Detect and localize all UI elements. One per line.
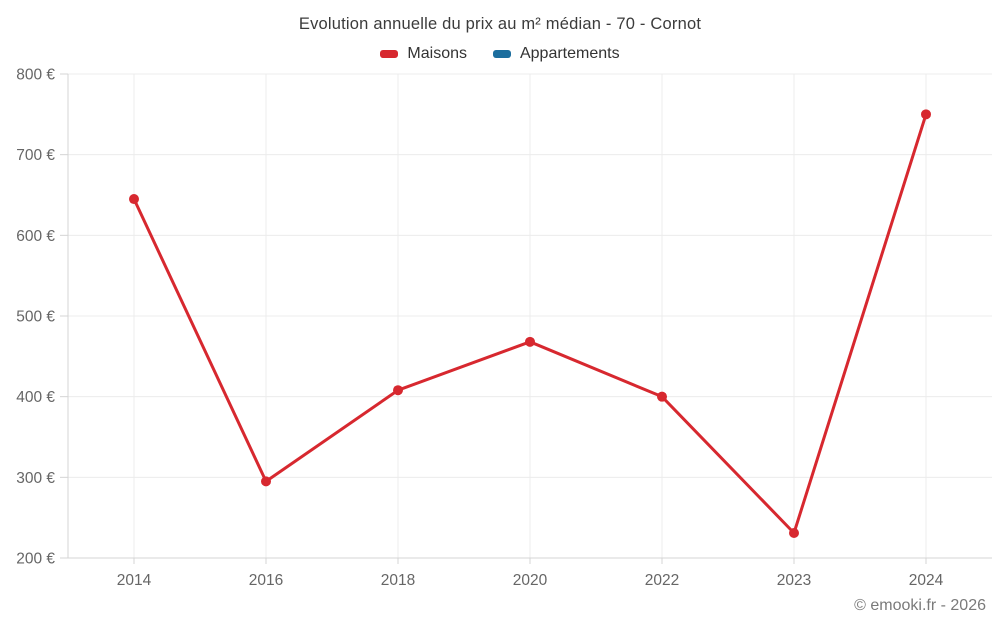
data-point-maisons-2016[interactable] [261,476,271,487]
x-axis-tick-label: 2024 [909,572,944,589]
x-axis-tick-label: 2022 [645,572,679,589]
data-point-maisons-2024[interactable] [921,109,931,120]
y-axis-tick-label: 500 € [16,309,55,326]
y-axis-tick-label: 700 € [16,147,55,164]
y-axis-tick-label: 200 € [16,551,55,568]
x-axis-tick-label: 2014 [117,572,152,589]
x-axis-tick-label: 2018 [381,572,415,589]
chart-title: Evolution annuelle du prix au m² médian … [298,15,702,33]
data-point-maisons-2014[interactable] [129,194,139,205]
data-point-maisons-2018[interactable] [393,385,403,396]
copyright-text: © emooki.fr - 2026 [854,597,986,614]
x-axis-tick-label: 2016 [249,572,283,589]
legend: Maisons Appartements [0,45,1000,63]
y-axis-tick-label: 400 € [16,389,55,406]
y-axis-tick-label: 800 € [16,67,55,84]
x-axis-tick-label: 2023 [777,572,811,589]
data-point-maisons-2023[interactable] [789,527,799,538]
data-point-maisons-2020[interactable] [525,336,535,347]
appartements-legend-label: Appartements [519,45,620,62]
x-axis-tick-label: 2020 [513,572,548,589]
data-point-maisons-2022[interactable] [657,391,667,402]
y-axis-tick-label: 600 € [16,228,55,245]
maisons-legend-label: Maisons [407,45,467,62]
legend-item-appartements[interactable]: Appartements [492,45,620,63]
y-axis-tick-label: 300 € [16,470,55,487]
legend-item-maisons[interactable]: Maisons [380,45,467,63]
maisons-legend-swatch [380,50,399,58]
appartements-legend-swatch [492,50,511,58]
